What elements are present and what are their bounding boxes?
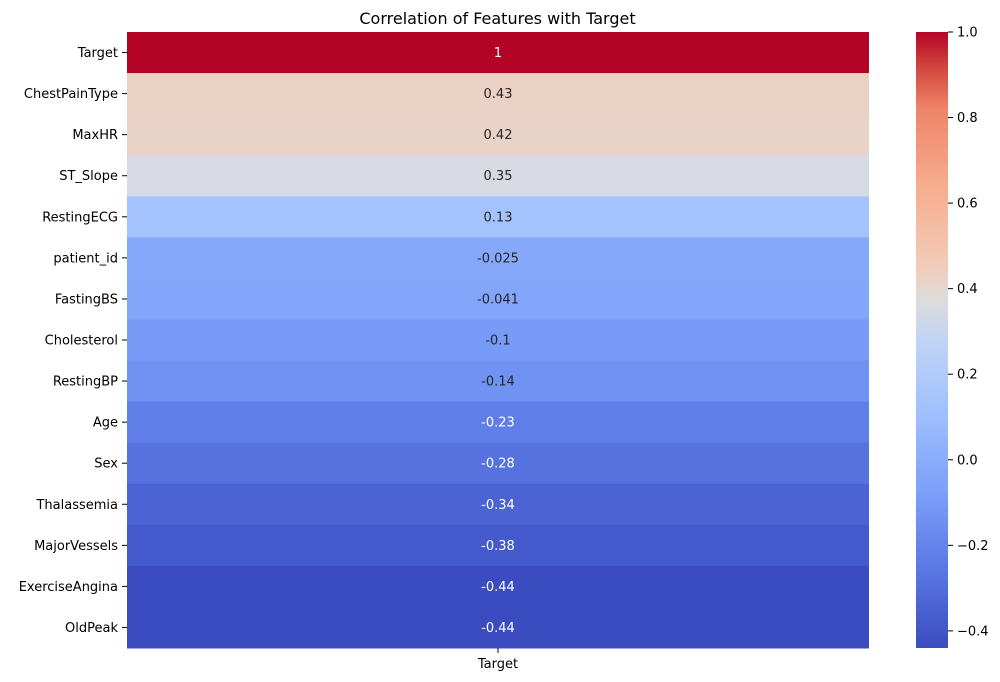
cell-annotation: -0.23 [481, 416, 515, 431]
heatmap-cell-Target [127, 32, 869, 74]
y-tick-label: RestingECG [42, 210, 118, 225]
y-tick-label: Age [93, 416, 118, 431]
cell-annotation: -0.44 [481, 580, 515, 595]
heatmap-cell-Cholesterol [127, 319, 869, 362]
y-tick-label: MajorVessels [34, 539, 118, 554]
y-tick-label: MaxHR [72, 128, 118, 143]
heatmap-cell-ST_Slope [127, 155, 869, 197]
colorbar-tick-label: 1.0 [957, 26, 978, 41]
cell-annotation: 1 [494, 46, 502, 61]
y-axis-ticks: Target ChestPainType MaxHR ST_Slope RestingE… [19, 46, 127, 636]
cell-annotation: 0.35 [484, 169, 513, 184]
colorbar-tick-label: 0.6 [957, 197, 978, 212]
x-axis-ticks: Target [477, 648, 518, 672]
y-tick-label: FastingBS [55, 292, 118, 307]
heatmap-cell-Sex [127, 442, 869, 485]
cell-annotation: -0.34 [481, 498, 515, 513]
heatmap-cell-MaxHR [127, 114, 869, 156]
y-tick-label: RestingBP [53, 375, 118, 390]
heatmap-cells [127, 32, 869, 649]
cell-annotation: -0.025 [477, 251, 519, 266]
heatmap-cell-Age [127, 401, 869, 444]
colorbar [916, 32, 948, 648]
cell-annotation: -0.14 [481, 375, 515, 390]
colorbar-tick-label: −0.4 [957, 624, 989, 639]
colorbar-tick-label: 0.4 [957, 282, 978, 297]
cell-annotation: -0.44 [481, 621, 515, 636]
heatmap-cell-MajorVessels [127, 524, 869, 567]
chart-title: Correlation of Features with Target [359, 9, 635, 28]
x-tick-label: Target [477, 657, 518, 672]
y-tick-label: ExerciseAngina [19, 580, 118, 595]
colorbar-ticks: −0.4 −0.2 0.0 0.2 0.4 0.6 0.8 1.0 [948, 26, 989, 639]
y-tick-label: OldPeak [65, 621, 118, 636]
heatmap-cell-ChestPainType [127, 73, 869, 115]
colorbar-tick-label: 0.0 [957, 453, 978, 468]
cell-annotation: 0.42 [484, 128, 513, 143]
cell-annotation: 0.13 [484, 210, 513, 225]
heatmap-cell-FastingBS [127, 278, 869, 320]
heatmap-cell-ExerciseAngina [127, 565, 869, 608]
y-tick-label: ChestPainType [24, 87, 118, 102]
y-tick-label: Target [77, 46, 118, 61]
colorbar-tick-label: 0.8 [957, 111, 978, 126]
heatmap-cell-OldPeak [127, 606, 869, 649]
cell-annotation: -0.28 [481, 457, 515, 472]
y-tick-label: Sex [94, 457, 118, 472]
heatmap-cell-RestingBP [127, 360, 869, 403]
cell-annotation: 0.43 [484, 87, 513, 102]
y-tick-label: ST_Slope [59, 169, 118, 184]
cell-annotation: -0.38 [481, 539, 515, 554]
heatmap-cell-patient_id [127, 237, 869, 279]
colorbar-tick-label: −0.2 [957, 539, 989, 554]
cell-annotation: -0.041 [477, 292, 519, 307]
heatmap-cell-Thalassemia [127, 483, 869, 526]
cell-annotations: 1 0.43 0.42 0.35 0.13 -0.025 -0.041 -0.1 -0.14 -0… [477, 46, 519, 636]
colorbar-tick-label: 0.2 [957, 368, 978, 383]
y-tick-label: Cholesterol [45, 334, 118, 349]
y-tick-label: Thalassemia [35, 498, 118, 513]
y-tick-label: patient_id [53, 251, 118, 266]
cell-annotation: -0.1 [485, 334, 510, 349]
heatmap-cell-RestingECG [127, 196, 869, 238]
